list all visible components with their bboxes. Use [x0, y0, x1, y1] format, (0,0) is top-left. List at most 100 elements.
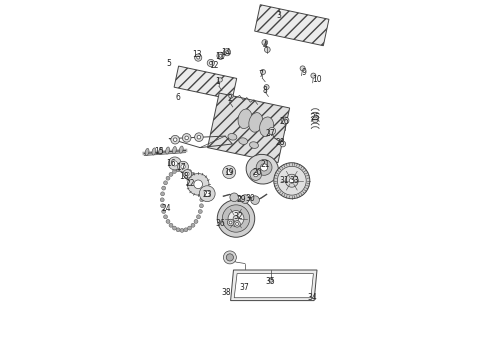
Circle shape [254, 172, 258, 177]
Circle shape [198, 210, 202, 213]
Circle shape [176, 168, 180, 172]
Ellipse shape [249, 113, 263, 132]
Ellipse shape [152, 148, 156, 155]
Circle shape [289, 178, 294, 183]
Circle shape [162, 186, 166, 190]
Text: 16: 16 [167, 159, 176, 168]
Circle shape [199, 186, 215, 202]
Circle shape [277, 166, 306, 195]
Circle shape [169, 157, 181, 170]
Ellipse shape [249, 142, 258, 148]
Circle shape [182, 134, 191, 142]
Ellipse shape [179, 146, 183, 153]
Text: 33: 33 [290, 176, 299, 185]
Circle shape [194, 176, 198, 180]
Circle shape [196, 215, 200, 219]
Circle shape [274, 163, 310, 199]
Circle shape [184, 228, 188, 232]
Circle shape [223, 251, 236, 264]
Text: 38: 38 [221, 288, 231, 297]
Circle shape [166, 220, 170, 224]
Text: 18: 18 [179, 172, 189, 181]
Circle shape [191, 223, 195, 227]
Circle shape [185, 136, 189, 140]
Circle shape [180, 229, 184, 233]
Text: 21: 21 [260, 160, 270, 169]
Circle shape [161, 204, 165, 208]
Text: 12: 12 [210, 61, 219, 70]
Circle shape [160, 198, 164, 202]
Polygon shape [231, 270, 317, 301]
Circle shape [161, 192, 165, 196]
Circle shape [186, 172, 189, 176]
Circle shape [207, 59, 215, 67]
Text: 14: 14 [221, 49, 231, 58]
Text: 23: 23 [202, 190, 212, 199]
Circle shape [191, 172, 195, 176]
Circle shape [181, 165, 185, 169]
Circle shape [194, 180, 202, 189]
Text: 17: 17 [176, 163, 186, 172]
Circle shape [280, 141, 286, 147]
Ellipse shape [246, 154, 278, 184]
Circle shape [217, 52, 224, 59]
Text: 13: 13 [192, 50, 202, 59]
Text: 8: 8 [263, 86, 267, 95]
Circle shape [264, 85, 269, 90]
Circle shape [169, 223, 173, 227]
Text: 36: 36 [215, 219, 225, 228]
Ellipse shape [228, 134, 237, 140]
Circle shape [217, 200, 255, 237]
Circle shape [195, 54, 202, 61]
Ellipse shape [172, 147, 176, 154]
Circle shape [269, 278, 273, 282]
Ellipse shape [145, 148, 149, 156]
Circle shape [229, 94, 233, 98]
Circle shape [164, 215, 168, 219]
Text: 6: 6 [176, 94, 181, 103]
Circle shape [282, 117, 289, 124]
Text: 22: 22 [186, 179, 195, 188]
Text: 7: 7 [259, 71, 264, 80]
Circle shape [230, 193, 239, 202]
Circle shape [241, 195, 249, 203]
Text: 29: 29 [237, 195, 246, 204]
Text: 2: 2 [227, 94, 232, 103]
Circle shape [188, 226, 192, 230]
Circle shape [172, 226, 176, 230]
Text: 1: 1 [216, 77, 220, 86]
Text: 31: 31 [280, 176, 290, 185]
Circle shape [233, 216, 239, 221]
Text: 15: 15 [154, 147, 164, 156]
Circle shape [169, 172, 173, 176]
Text: 10: 10 [312, 76, 322, 85]
Circle shape [219, 54, 222, 57]
Circle shape [225, 51, 228, 54]
Circle shape [204, 191, 210, 197]
Circle shape [227, 219, 234, 226]
Circle shape [171, 135, 179, 144]
Text: 37: 37 [240, 284, 249, 292]
Circle shape [234, 221, 240, 227]
Circle shape [197, 56, 199, 59]
Circle shape [199, 204, 203, 208]
Circle shape [173, 138, 177, 141]
Circle shape [311, 73, 316, 78]
Text: 20: 20 [253, 168, 263, 177]
Circle shape [229, 221, 232, 224]
Circle shape [194, 220, 198, 224]
Circle shape [236, 222, 239, 225]
Circle shape [198, 186, 202, 190]
Polygon shape [208, 93, 290, 163]
Ellipse shape [239, 138, 247, 144]
Circle shape [176, 228, 180, 232]
Circle shape [187, 174, 209, 195]
Circle shape [226, 254, 233, 261]
Circle shape [209, 62, 212, 64]
Circle shape [228, 211, 244, 226]
Circle shape [261, 69, 266, 75]
Text: 27: 27 [266, 129, 275, 138]
Text: 26: 26 [280, 117, 290, 126]
Circle shape [180, 167, 184, 171]
Circle shape [162, 210, 166, 213]
